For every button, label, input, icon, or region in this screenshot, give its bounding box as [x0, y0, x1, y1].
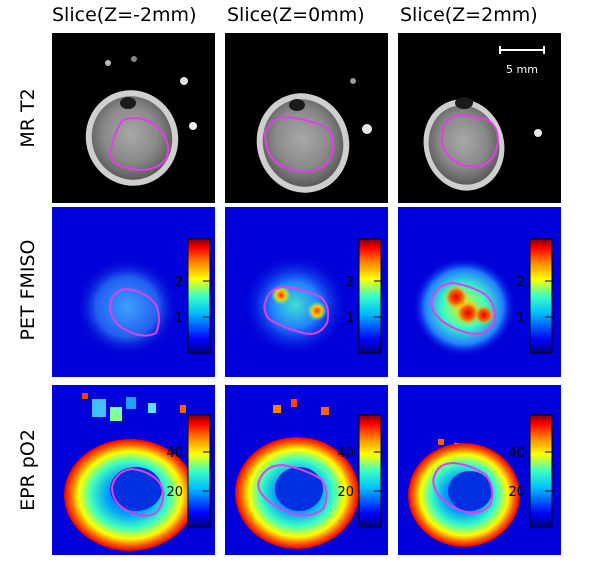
column-title-z-minus-2: Slice(Z=-2mm) — [52, 4, 197, 26]
colorbar-tick-1: 1 — [346, 311, 354, 326]
epr-po2-panel-z-0: 40 20 — [225, 385, 388, 555]
pet-fmiso-panel-z-minus-2: 2 1 — [52, 207, 215, 377]
epr-colorbar: 40 20 — [508, 414, 553, 528]
colorbar-tick-20: 20 — [166, 485, 183, 500]
colorbar-tick-40: 40 — [166, 446, 183, 461]
pet-colorbar: 2 1 — [517, 238, 553, 354]
column-title-z-plus-2: Slice(Z=2mm) — [400, 4, 538, 26]
mr-t2-panel-z-0 — [225, 33, 388, 203]
epr-po2-panel-z-plus-2: 40 20 — [398, 385, 561, 555]
scale-bar-label: 5 mm — [506, 63, 538, 76]
tumor-contour — [257, 463, 328, 517]
row-label-mr-t2: MR T2 — [17, 88, 39, 148]
tumor-contour — [432, 461, 494, 514]
tumor-contour — [263, 285, 330, 335]
tumor-contour — [440, 113, 500, 168]
mr-t2-panel-z-plus-2: 5 mm — [398, 33, 561, 203]
epr-colorbar: 40 20 — [166, 414, 211, 528]
mr-t2-panel-z-minus-2 — [52, 33, 215, 203]
pet-colorbar: 2 1 — [346, 238, 382, 354]
colorbar-tick-2: 2 — [517, 275, 525, 290]
colorbar-tick-1: 1 — [175, 311, 183, 326]
epr-po2-panel-z-minus-2: 40 20 — [52, 385, 215, 555]
epr-colorbar: 40 20 — [337, 414, 382, 528]
pet-fmiso-panel-z-0: 2 1 — [225, 207, 388, 377]
colorbar-tick-40: 40 — [337, 446, 354, 461]
row-label-pet-fmiso: PET FMISO — [17, 239, 39, 341]
colorbar-tick-20: 20 — [508, 485, 525, 500]
pet-fmiso-panel-z-plus-2: 2 1 — [398, 207, 561, 377]
colorbar-tick-2: 2 — [175, 275, 183, 290]
tumor-contour — [108, 287, 160, 337]
colorbar-tick-2: 2 — [346, 275, 354, 290]
tumor-contour — [110, 467, 165, 517]
tumor-contour — [263, 115, 335, 173]
column-title-z-0: Slice(Z=0mm) — [227, 4, 365, 26]
scale-bar: 5 mm — [499, 46, 545, 76]
row-label-epr-po2: EPR pO2 — [17, 429, 39, 511]
tumor-contour — [430, 281, 496, 335]
tumor-contour — [108, 117, 170, 171]
colorbar-tick-20: 20 — [337, 485, 354, 500]
colorbar-tick-40: 40 — [508, 446, 525, 461]
colorbar-tick-1: 1 — [517, 311, 525, 326]
pet-colorbar: 2 1 — [175, 238, 211, 354]
